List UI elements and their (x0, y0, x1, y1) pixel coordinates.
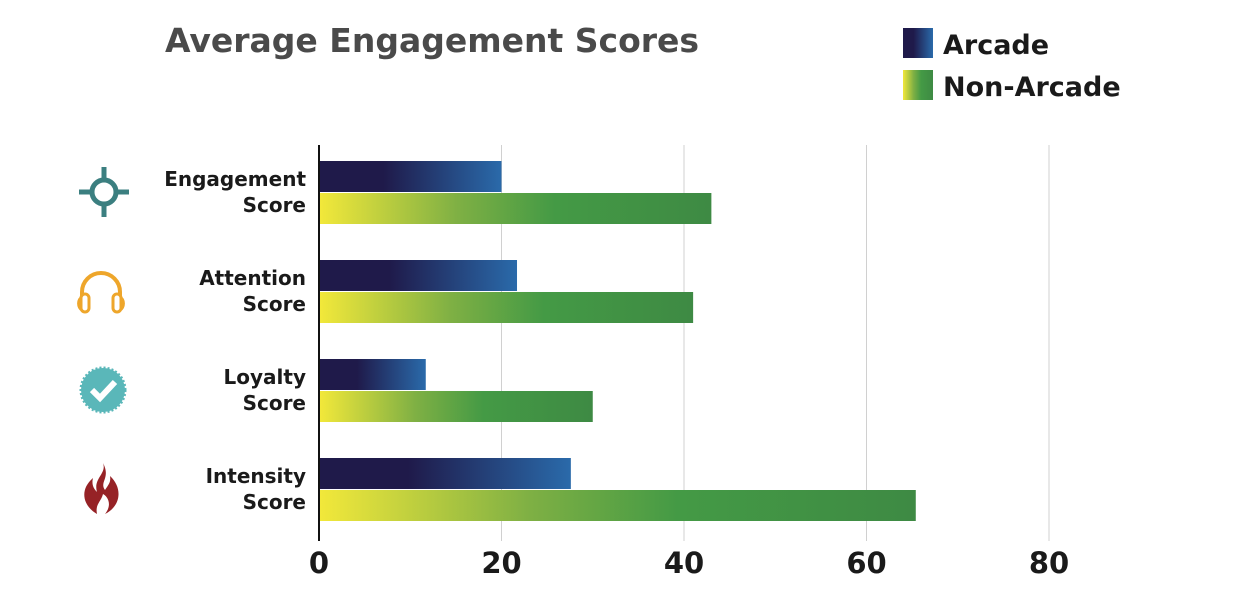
category-label: Score (243, 490, 306, 514)
category-label: Loyalty (224, 365, 306, 389)
x-tick-label: 60 (846, 546, 886, 580)
x-tick-label: 80 (1029, 546, 1069, 580)
category-label: Attention (199, 266, 306, 290)
legend-label-arcade: Arcade (943, 30, 1049, 61)
flame-icon (84, 463, 119, 514)
verified-badge-icon (79, 366, 127, 414)
bar-non-arcade (320, 490, 916, 521)
bar-arcade (320, 359, 426, 390)
legend-label-non-arcade: Non-Arcade (943, 72, 1121, 103)
legend: Arcade Non-Arcade (903, 28, 1121, 103)
bar-arcade (320, 260, 518, 291)
legend-swatch-non-arcade (903, 70, 933, 100)
bar-non-arcade (320, 391, 593, 422)
category-label: Intensity (206, 464, 306, 488)
crosshair-icon (79, 167, 129, 217)
bar-non-arcade (320, 193, 712, 224)
bar-arcade (320, 458, 571, 489)
bar-arcade (320, 161, 502, 192)
bar-non-arcade (320, 292, 694, 323)
chart-title: Average Engagement Scores (165, 21, 699, 60)
x-tick-label: 40 (664, 546, 704, 580)
category-label: Score (243, 292, 306, 316)
category-label: Score (243, 193, 306, 217)
x-tick-label: 20 (481, 546, 521, 580)
category-label: Score (243, 391, 306, 415)
headphones-icon (77, 271, 125, 314)
legend-swatch-arcade (903, 28, 933, 58)
x-tick-label: 0 (309, 546, 329, 580)
category-label: Engagement (164, 167, 306, 191)
